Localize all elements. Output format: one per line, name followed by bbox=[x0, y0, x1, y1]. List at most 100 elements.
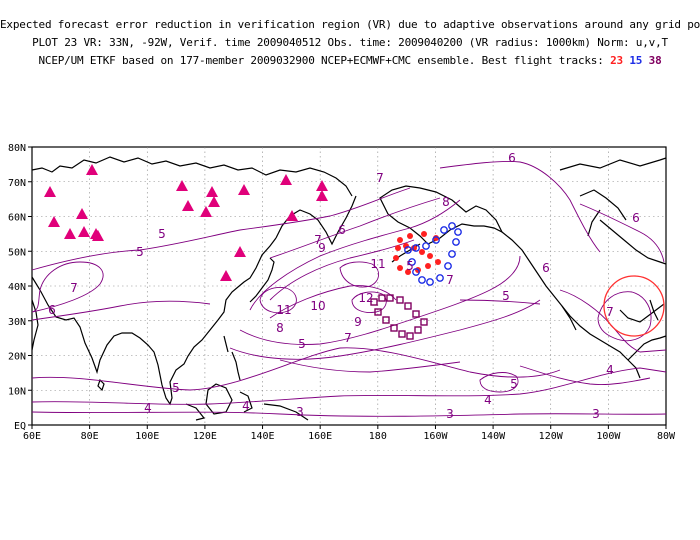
track-15-point bbox=[412, 268, 420, 276]
contour-label: 6 bbox=[542, 261, 550, 275]
header-line-1: Expected forecast error reduction in ver… bbox=[0, 18, 700, 31]
lon-tick-label: 180 bbox=[369, 431, 387, 442]
raob-triangle bbox=[48, 216, 60, 227]
raob-triangle bbox=[280, 174, 292, 185]
contour-label: 5 bbox=[298, 337, 306, 351]
contour-label: 6 bbox=[508, 151, 516, 165]
track-23-point bbox=[421, 231, 427, 237]
track-23-point bbox=[397, 237, 403, 243]
raob-triangle bbox=[206, 186, 218, 197]
lat-tick-label: 10N bbox=[8, 386, 26, 397]
track-15-point bbox=[440, 226, 448, 234]
track-38-point bbox=[398, 330, 406, 338]
contour-label: 4 bbox=[242, 399, 250, 413]
contour-label: 6 bbox=[338, 223, 346, 237]
raob-triangle bbox=[208, 196, 220, 207]
raob-triangle bbox=[286, 210, 298, 221]
contour-label: 4 bbox=[606, 363, 614, 377]
lon-tick-label: 80W bbox=[657, 431, 676, 442]
contour-label: 7 bbox=[70, 281, 78, 295]
track-15-point bbox=[412, 244, 420, 252]
raob-triangle bbox=[176, 180, 188, 191]
lat-tick-label: 70N bbox=[8, 178, 26, 189]
raob-triangle bbox=[64, 228, 76, 239]
lon-tick-label: 100E bbox=[135, 431, 159, 442]
track-15-point bbox=[436, 274, 444, 282]
track-23-point bbox=[419, 249, 425, 255]
lat-tick-label: 60N bbox=[8, 213, 26, 224]
latitude-labels: EQ 10N 20N 30N 40N 50N 60N 70N 80N bbox=[8, 143, 26, 432]
track-15-point bbox=[418, 276, 426, 284]
lon-tick-label: 140E bbox=[250, 431, 274, 442]
lat-tick-label: 30N bbox=[8, 317, 26, 328]
header-line-3: NCEP/UM ETKF based on 177-member 2009032… bbox=[0, 54, 700, 67]
raob-triangle bbox=[182, 200, 194, 211]
contour-label: 7 bbox=[344, 331, 352, 345]
lon-tick-label: 160E bbox=[308, 431, 332, 442]
header-line-3-text: NCEP/UM ETKF based on 177-member 2009032… bbox=[38, 54, 611, 67]
track-23-point bbox=[397, 265, 403, 271]
contour-label: 12 bbox=[358, 291, 373, 305]
lon-tick-label: 160W bbox=[423, 431, 448, 442]
contour-label: 5 bbox=[136, 245, 144, 259]
track-38-point bbox=[396, 296, 404, 304]
raob-sites bbox=[44, 164, 328, 281]
track-15-point bbox=[444, 262, 452, 270]
raob-triangle bbox=[90, 228, 102, 239]
track-15-point bbox=[432, 236, 440, 244]
contour-label: 10 bbox=[310, 299, 325, 313]
track-15-point bbox=[422, 242, 430, 250]
contour-label: 9 bbox=[354, 315, 362, 329]
raob-triangle bbox=[86, 164, 98, 175]
lat-tick-label: 40N bbox=[8, 282, 26, 293]
track-23-label: 23 bbox=[610, 54, 623, 67]
track-15-point bbox=[448, 222, 456, 230]
contour-label: 11 bbox=[370, 257, 385, 271]
contour-label: 6 bbox=[48, 303, 56, 317]
track-15-point bbox=[452, 238, 460, 246]
contour-label: 6 bbox=[632, 211, 640, 225]
contour-label: 8 bbox=[276, 321, 284, 335]
lon-tick-label: 140W bbox=[481, 431, 506, 442]
track-38-point bbox=[406, 332, 414, 340]
track-38-point bbox=[382, 316, 390, 324]
map-grid bbox=[28, 146, 667, 429]
contour-label: 9 bbox=[318, 241, 326, 255]
contour-label: 4 bbox=[144, 401, 152, 415]
raob-triangle bbox=[220, 270, 232, 281]
track-23-point bbox=[435, 259, 441, 265]
raob-triangle bbox=[238, 184, 250, 195]
track-23-point bbox=[405, 269, 411, 275]
verification-region-circle bbox=[603, 275, 665, 337]
contour-label: 11 bbox=[276, 303, 291, 317]
lon-tick-label: 80E bbox=[81, 431, 99, 442]
lat-tick-label: 80N bbox=[8, 143, 26, 154]
track-15-point bbox=[426, 278, 434, 286]
track-38-point bbox=[370, 298, 378, 306]
track-15-point bbox=[454, 228, 462, 236]
longitude-labels: 60E 80E 100E 120E 140E 160E 180 160W 140W 120W 100… bbox=[23, 431, 676, 442]
contour-label: 3 bbox=[592, 407, 600, 421]
raob-triangle bbox=[44, 186, 56, 197]
coastlines bbox=[31, 156, 667, 421]
lon-tick-label: 60E bbox=[23, 431, 41, 442]
track-23-point bbox=[393, 255, 399, 261]
track-38-point bbox=[378, 294, 386, 302]
lat-tick-label: 20N bbox=[8, 352, 26, 363]
track-15-point bbox=[404, 246, 412, 254]
lon-tick-label: 120E bbox=[193, 431, 217, 442]
track-15-label: 15 bbox=[629, 54, 643, 67]
contour-label: 7 bbox=[606, 305, 614, 319]
contour-label: 3 bbox=[446, 407, 454, 421]
track-23-point bbox=[425, 263, 431, 269]
track-38-label: 38 bbox=[648, 54, 662, 67]
lon-tick-label: 100W bbox=[596, 431, 621, 442]
track-38-point bbox=[390, 324, 398, 332]
track-23-point bbox=[395, 245, 401, 251]
track-38-point bbox=[420, 318, 428, 326]
track-15-point bbox=[408, 258, 416, 266]
contour-label: 4 bbox=[484, 393, 492, 407]
track-38-point bbox=[374, 308, 382, 316]
lon-tick-label: 120W bbox=[539, 431, 564, 442]
